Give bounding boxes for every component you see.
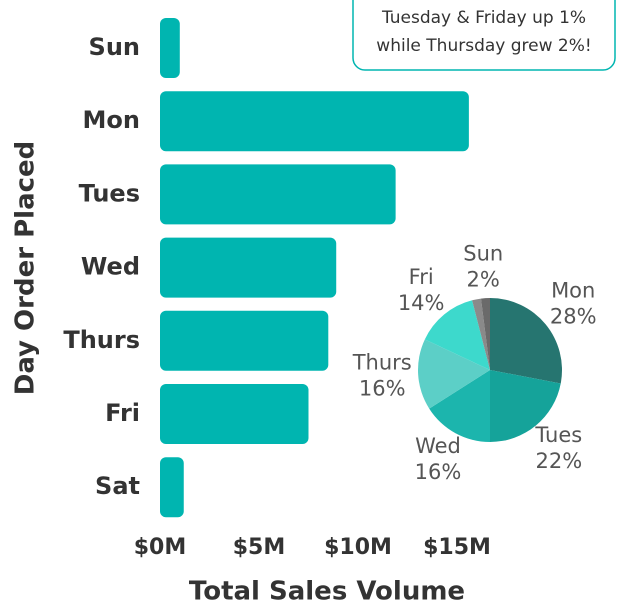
pie-slice — [429, 370, 490, 442]
pie-value-label: 14% — [398, 291, 445, 315]
bar — [160, 457, 184, 518]
pie-label: Thurs — [352, 350, 412, 374]
y-axis-title: Day Order Placed — [11, 141, 41, 396]
pie-slice — [480, 298, 490, 370]
pie-slice — [418, 339, 490, 409]
x-axis-title: Total Sales Volume — [189, 577, 465, 606]
pie-value-label: 2% — [467, 268, 500, 292]
x-tick-label: $15M — [423, 535, 491, 560]
y-tick-label: Tues — [79, 179, 140, 207]
x-tick-label: $5M — [233, 535, 286, 560]
y-tick-label: Sun — [89, 33, 140, 61]
x-tick-label: $10M — [324, 535, 392, 560]
y-tick-label: Mon — [83, 106, 140, 134]
bar — [160, 18, 180, 78]
pie-value-label: 16% — [359, 376, 406, 400]
pie-value-label: 16% — [415, 460, 462, 484]
pie-slice — [490, 298, 562, 384]
pie-label: Mon — [551, 279, 595, 303]
bar — [160, 384, 309, 444]
y-tick-label: Thurs — [63, 326, 140, 354]
pie-value-label: 22% — [535, 449, 582, 473]
bar — [160, 91, 469, 152]
x-tick-label: $0M — [134, 535, 187, 560]
pie-slice — [472, 298, 490, 370]
annotation-box — [352, 0, 616, 71]
y-tick-label: Fri — [105, 399, 140, 427]
bar — [160, 237, 337, 298]
y-tick-label: Sat — [95, 472, 140, 500]
pie-label: Fri — [409, 265, 434, 289]
pie-value-label: 28% — [550, 305, 597, 329]
annotation: Tuesday & Friday up 1% — [381, 8, 586, 28]
pie-label: Tues — [534, 423, 582, 447]
bar — [160, 310, 329, 371]
annotation: while Thursday grew 2%! — [376, 36, 591, 56]
y-tick-label: Wed — [81, 253, 140, 281]
pie-label: Wed — [415, 434, 461, 458]
pie-label: Sun — [463, 242, 503, 266]
pie-slice — [490, 370, 561, 442]
bar — [160, 164, 396, 225]
pie-slice — [424, 300, 490, 370]
